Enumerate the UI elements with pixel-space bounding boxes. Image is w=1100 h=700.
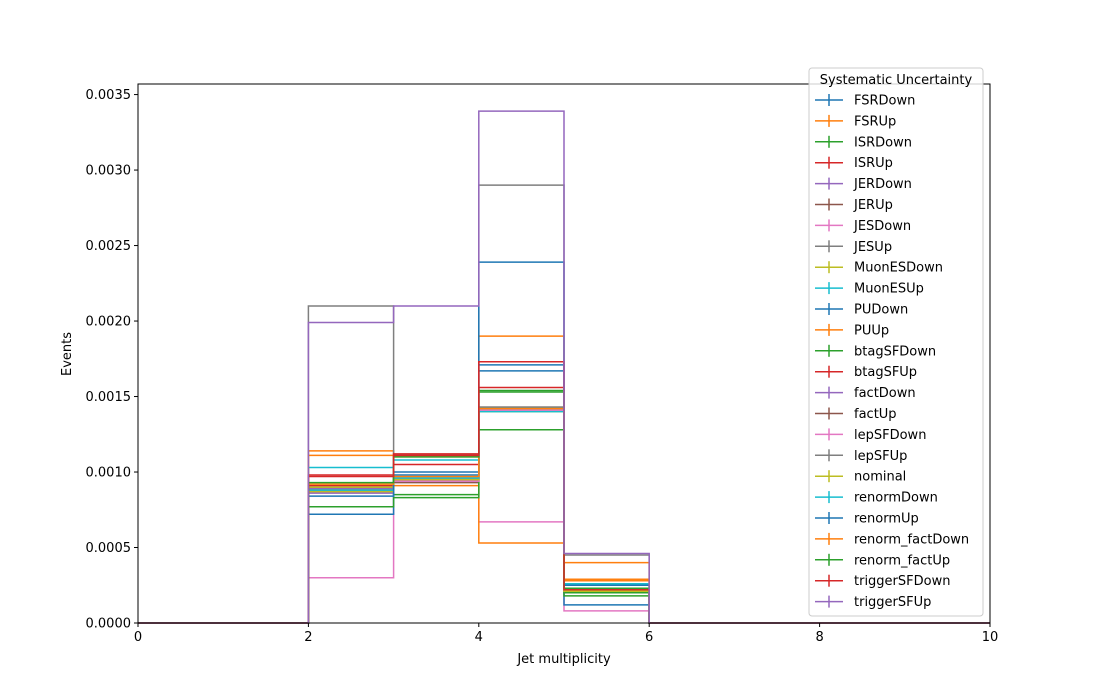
legend-label: btagSFUp <box>854 365 917 380</box>
legend-item: ISRUp <box>815 156 893 171</box>
y-axis: 0.0000 0.0005 0.0010 0.0015 0.0020 0.0025 0.00… <box>86 88 138 632</box>
y-tick-label: 0.0005 <box>86 541 132 556</box>
x-tick-label: 6 <box>645 630 653 645</box>
y-tick-label: 0.0025 <box>86 239 132 254</box>
legend-item: JERUp <box>815 198 893 213</box>
legend-label: factUp <box>854 407 897 422</box>
legend: Systematic Uncertainty FSRDown FSRUp ISRDo… <box>808 67 984 617</box>
legend-item: PUDown <box>815 303 908 318</box>
legend-label: MuonESDown <box>854 261 943 276</box>
legend-label: ISRDown <box>854 135 912 150</box>
y-tick-label: 0.0020 <box>86 315 132 330</box>
legend-label: btagSFDown <box>854 344 936 359</box>
x-tick-label: 10 <box>982 630 999 645</box>
legend-label: JERDown <box>853 177 912 192</box>
legend-label: FSRUp <box>854 114 896 129</box>
legend-item: btagSFUp <box>815 365 917 380</box>
y-tick-label: 0.0010 <box>86 466 132 481</box>
legend-label: nominal <box>854 470 906 485</box>
legend-item: JERDown <box>815 177 912 192</box>
legend-label: MuonESUp <box>854 282 924 297</box>
legend-item: JESDown <box>815 219 911 234</box>
legend-label: triggerSFDown <box>854 574 950 589</box>
legend-item: btagSFDown <box>815 344 936 359</box>
legend-label: renormDown <box>854 491 938 506</box>
legend-item: JESUp <box>815 240 892 255</box>
legend-label: JESUp <box>853 240 892 255</box>
legend-items: FSRDown FSRUp ISRDown ISRUp JERDown JERUp JESD… <box>815 94 969 610</box>
x-axis-label: Jet multiplicity <box>516 652 611 667</box>
x-tick-label: 0 <box>134 630 142 645</box>
legend-item: MuonESDown <box>815 261 943 276</box>
x-tick-label: 8 <box>815 630 823 645</box>
x-tick-label: 2 <box>304 630 312 645</box>
legend-item: renorm_factDown <box>815 532 969 547</box>
legend-label: renorm_factDown <box>854 532 969 547</box>
y-axis-label: Events <box>60 332 75 376</box>
legend-label: PUUp <box>854 323 889 338</box>
x-axis: 0 2 4 6 8 10 <box>134 623 998 645</box>
legend-item: renormUp <box>815 512 919 527</box>
legend-label: factDown <box>854 386 916 401</box>
y-tick-label: 0.0000 <box>86 617 132 632</box>
legend-label: renorm_factUp <box>854 553 950 568</box>
legend-item: renorm_factUp <box>815 553 950 568</box>
legend-label: lepSFDown <box>854 428 926 443</box>
legend-label: triggerSFUp <box>854 595 931 610</box>
y-tick-label: 0.0030 <box>86 164 132 179</box>
series-layer <box>138 110 990 624</box>
legend-item: PUUp <box>815 323 889 338</box>
legend-item: ISRDown <box>815 135 912 150</box>
plot-frame <box>137 83 991 624</box>
legend-item: FSRUp <box>815 114 896 129</box>
legend-item: factUp <box>815 407 897 422</box>
series-triggerSFUp <box>138 110 990 624</box>
legend-item: nominal <box>815 470 906 485</box>
legend-label: PUDown <box>854 303 908 318</box>
legend-item: lepSFUp <box>815 449 907 464</box>
x-tick-label: 4 <box>475 630 483 645</box>
legend-item: FSRDown <box>815 94 915 109</box>
legend-label: JERUp <box>853 198 893 213</box>
legend-label: FSRDown <box>854 94 915 109</box>
legend-item: triggerSFUp <box>815 595 931 610</box>
legend-item: MuonESUp <box>815 282 924 297</box>
legend-item: triggerSFDown <box>815 574 950 589</box>
y-tick-label: 0.0035 <box>86 88 132 103</box>
legend-item: lepSFDown <box>815 428 926 443</box>
legend-label: JESDown <box>853 219 911 234</box>
legend-label: ISRUp <box>854 156 893 171</box>
legend-item: renormDown <box>815 491 938 506</box>
legend-item: factDown <box>815 386 916 401</box>
legend-label: lepSFUp <box>854 449 907 464</box>
legend-label: renormUp <box>854 512 919 527</box>
legend-title: Systematic Uncertainty <box>820 73 973 88</box>
y-tick-label: 0.0015 <box>86 390 132 405</box>
legend-box <box>808 67 984 617</box>
